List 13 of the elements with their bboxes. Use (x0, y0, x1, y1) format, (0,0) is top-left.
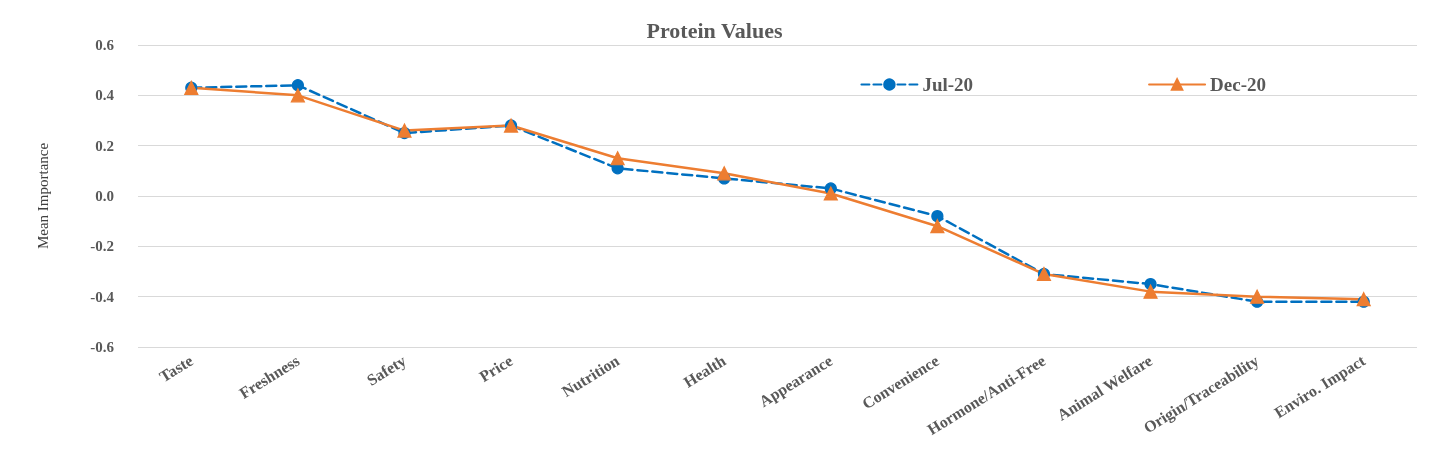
y-tick-label: -0.6 (90, 339, 115, 355)
x-tick-label: Taste (156, 351, 196, 386)
y-axis-title: Mean Importance (34, 142, 51, 250)
y-tick-label: 0.4 (95, 87, 115, 104)
x-tick-label: Price (476, 351, 516, 386)
legend-label: Jul-20 (922, 74, 974, 95)
y-tick-label: -0.4 (90, 288, 115, 305)
y-tick-label: 0.0 (95, 188, 114, 204)
legend-label: Dec-20 (1210, 74, 1267, 95)
y-tick-label: -0.2 (90, 238, 114, 255)
chart-title: Protein Values (646, 17, 783, 43)
y-tick-label: 0.6 (95, 37, 115, 53)
y-tick-label: 0.2 (95, 137, 114, 154)
